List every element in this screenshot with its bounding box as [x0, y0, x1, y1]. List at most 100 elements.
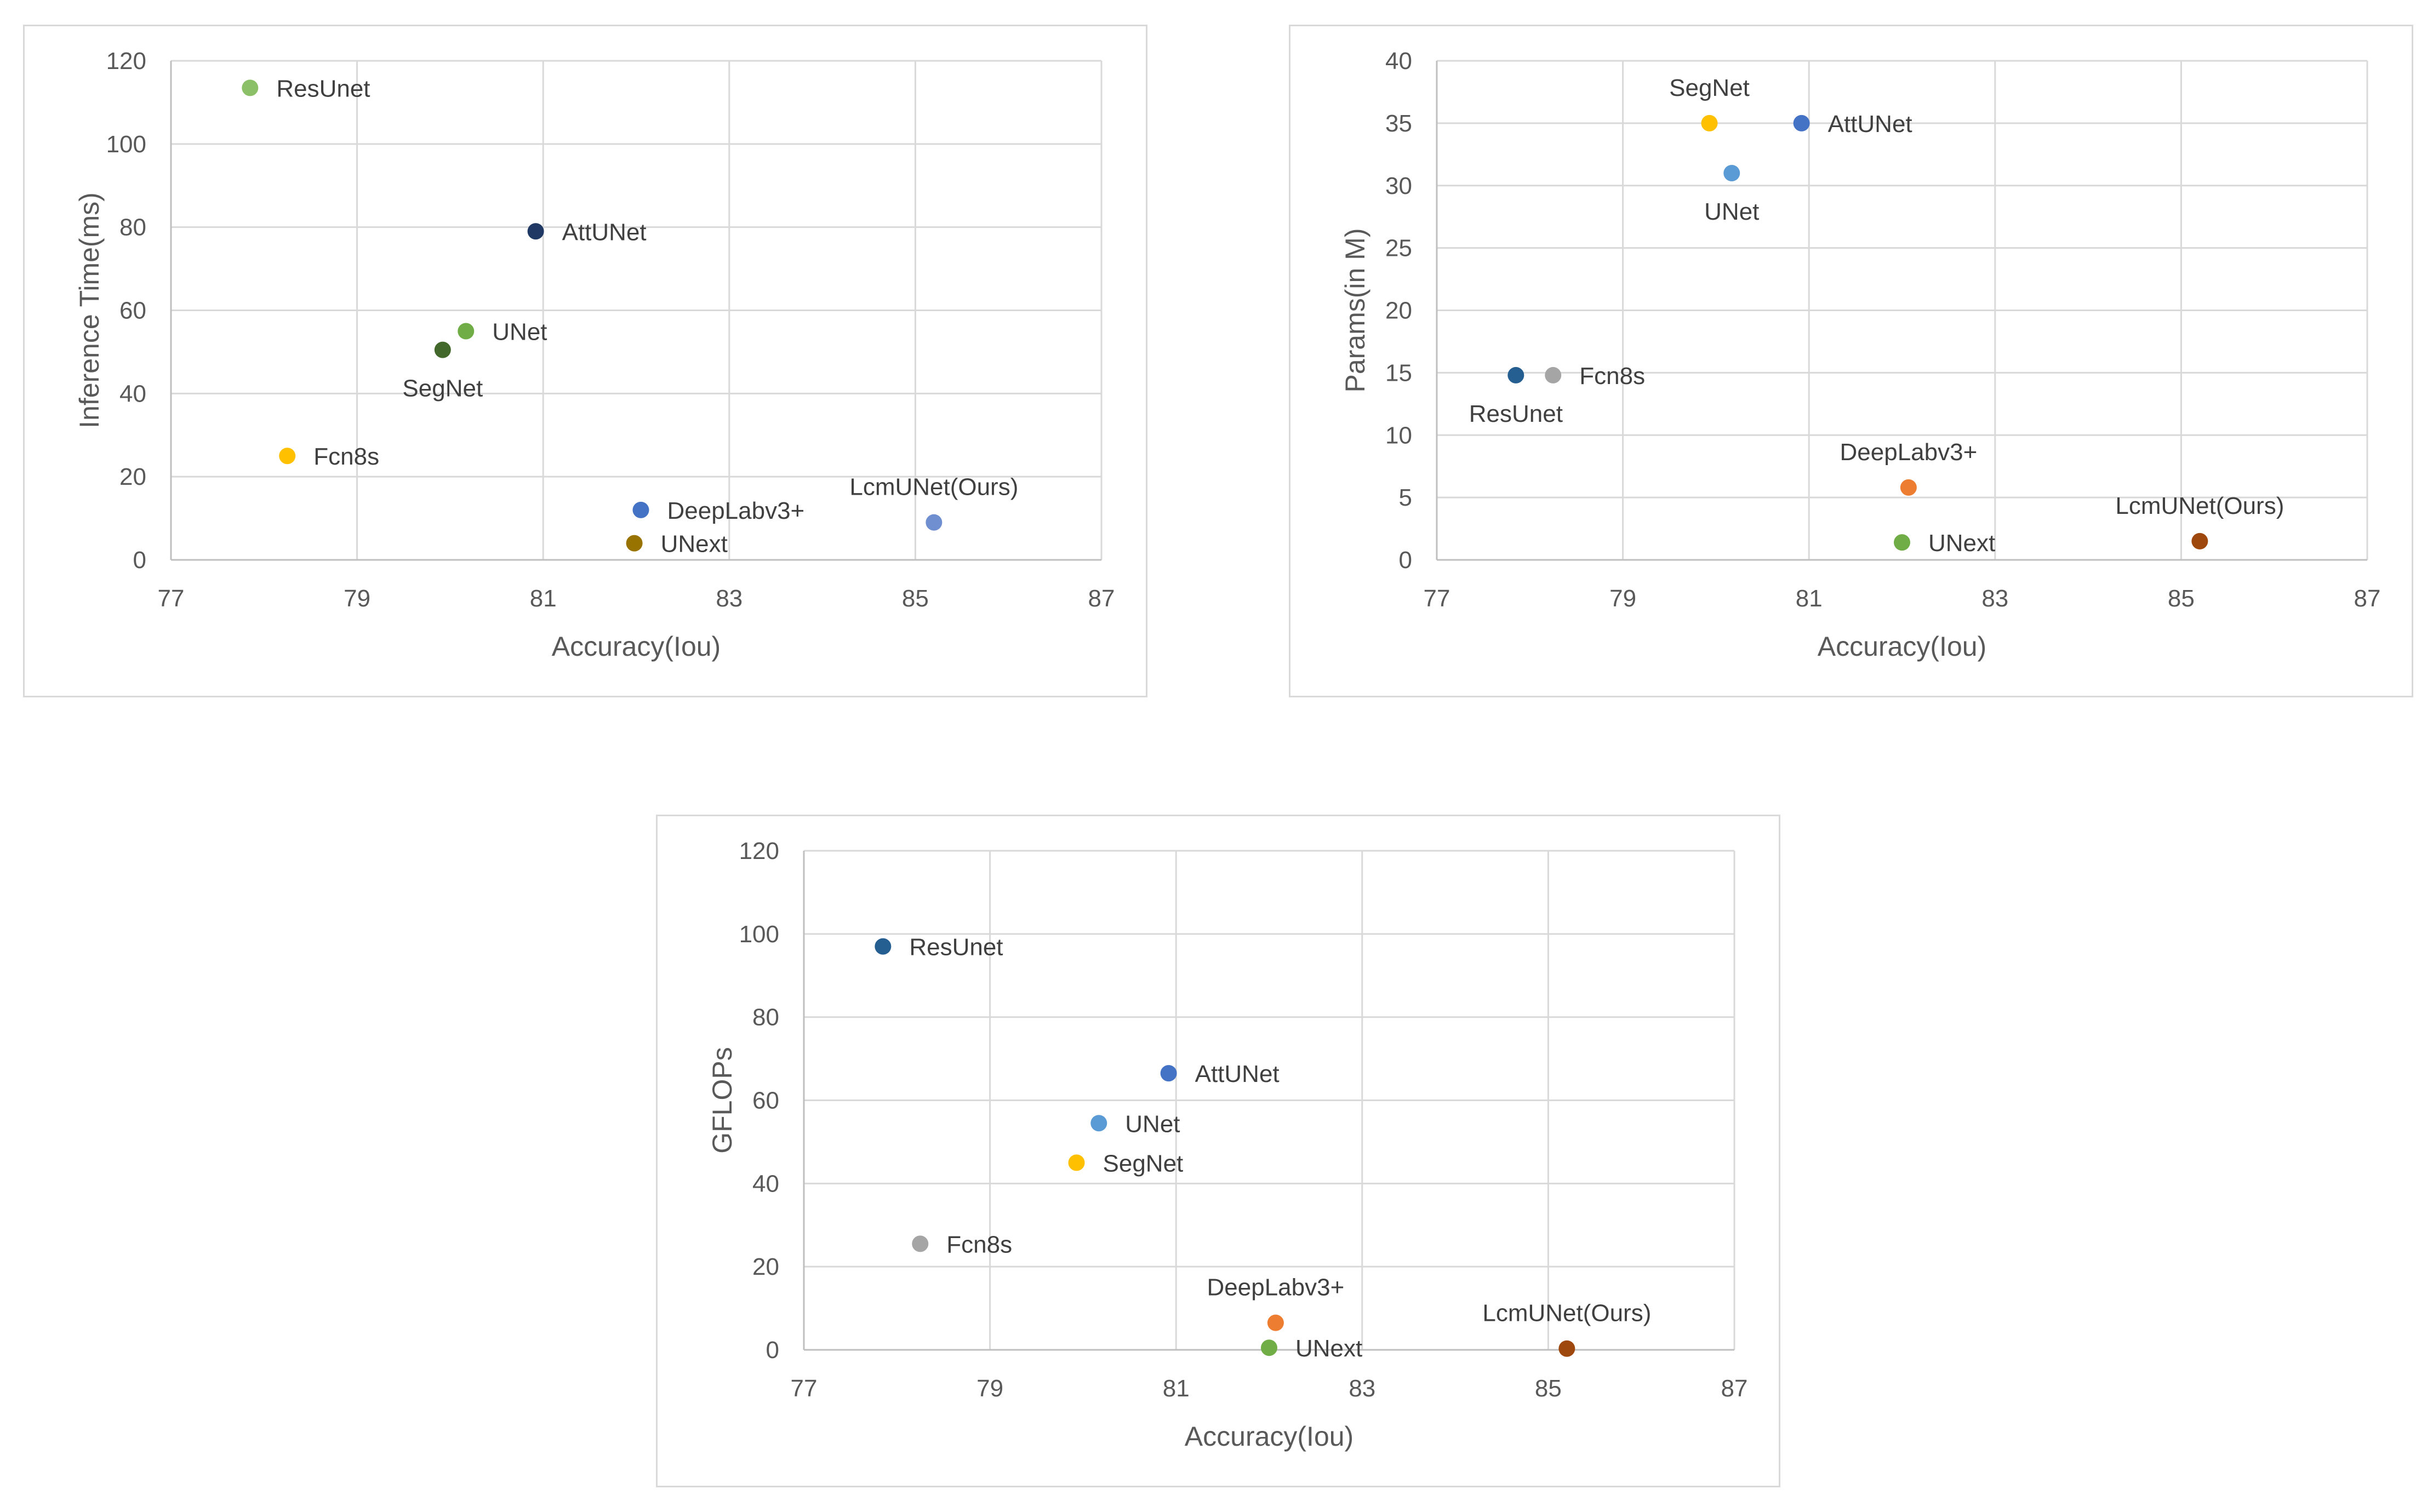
y-axis-title: Params(in M)	[1340, 228, 1370, 392]
x-tick-label: 79	[976, 1375, 1003, 1402]
point-deeplabv3	[1267, 1314, 1284, 1331]
point-deeplabv3	[632, 501, 649, 518]
y-tick-label: 15	[1385, 359, 1412, 386]
point-label-unet: UNet	[492, 318, 547, 345]
point-unet	[458, 323, 475, 340]
y-tick-label: 25	[1385, 235, 1412, 262]
point-fcn8s	[912, 1235, 929, 1252]
x-tick-label: 83	[1349, 1375, 1375, 1402]
y-tick-label: 40	[119, 380, 146, 407]
point-label-segnet: SegNet	[1669, 75, 1750, 101]
x-axis-title: Accuracy(Iou)	[1818, 631, 1986, 662]
point-label-resunet: ResUnet	[1469, 400, 1563, 427]
y-tick-label: 35	[1385, 110, 1412, 137]
x-tick-label: 77	[158, 585, 185, 612]
point-segnet	[434, 341, 451, 358]
point-lcmunet-ours	[926, 514, 943, 531]
point-label-fcn8s: Fcn8s	[1579, 363, 1645, 390]
point-label-unet: UNet	[1704, 198, 1759, 225]
point-deeplabv3	[1900, 479, 1917, 496]
y-tick-label: 120	[739, 838, 779, 864]
point-unet	[1090, 1115, 1107, 1132]
x-tick-label: 85	[902, 585, 929, 612]
y-axis-title: Inference Time(ms)	[74, 192, 105, 428]
x-tick-label: 87	[1721, 1375, 1748, 1402]
point-lcmunet-ours	[2191, 532, 2208, 549]
y-tick-label: 60	[119, 297, 146, 324]
point-unet	[1723, 164, 1740, 181]
y-tick-label: 30	[1385, 173, 1412, 199]
x-tick-label: 81	[1163, 1375, 1190, 1402]
x-axis-title: Accuracy(Iou)	[552, 631, 721, 662]
y-tick-label: 0	[1399, 547, 1412, 574]
point-resunet	[875, 938, 892, 955]
point-attunet	[1160, 1065, 1177, 1082]
x-tick-label: 85	[2168, 585, 2195, 612]
y-tick-label: 40	[1385, 48, 1412, 75]
point-label-unet: UNet	[1125, 1110, 1180, 1137]
params-chart: 77 79 81 83 85 87 0 5 10 15 20 25 30 35 40 Accuracy(Iou…	[1289, 25, 2413, 697]
x-tick-label: 87	[2354, 585, 2381, 612]
x-tick-label: 77	[1424, 585, 1450, 612]
point-label-segnet: SegNet	[1103, 1150, 1184, 1177]
point-attunet	[527, 223, 544, 240]
y-tick-label: 100	[739, 921, 779, 948]
y-tick-label: 10	[1385, 422, 1412, 449]
y-tick-label: 20	[1385, 297, 1412, 324]
point-unext	[626, 535, 643, 552]
point-label-unext: UNext	[1928, 530, 1995, 557]
point-label-resunet: ResUnet	[909, 934, 1003, 961]
y-axis-title: GFLOPs	[707, 1047, 738, 1153]
x-tick-label: 79	[1609, 585, 1636, 612]
point-segnet	[1701, 114, 1718, 131]
point-attunet	[1793, 114, 1810, 131]
point-fcn8s	[1545, 366, 1562, 383]
point-label-deeplabv3: DeepLabv3+	[1207, 1274, 1345, 1301]
x-tick-label: 77	[791, 1375, 818, 1402]
y-tick-label: 120	[106, 48, 146, 75]
point-label-attunet: AttUNet	[562, 219, 647, 245]
point-unext	[1261, 1339, 1277, 1356]
x-tick-label: 79	[344, 585, 370, 612]
point-label-attunet: AttUNet	[1828, 111, 1912, 138]
x-tick-label: 81	[530, 585, 557, 612]
point-resunet	[242, 79, 259, 96]
point-label-unext: UNext	[661, 531, 728, 558]
point-resunet	[1507, 366, 1524, 383]
point-segnet	[1068, 1154, 1085, 1171]
y-tick-label: 5	[1399, 484, 1412, 511]
point-label-attunet: AttUNet	[1195, 1061, 1280, 1087]
point-lcmunet-ours	[1558, 1340, 1575, 1357]
y-tick-label: 60	[752, 1087, 779, 1114]
x-tick-label: 83	[716, 585, 743, 612]
x-tick-label: 87	[1088, 585, 1115, 612]
point-fcn8s	[279, 448, 296, 465]
y-tick-label: 40	[752, 1170, 779, 1197]
point-label-lcmunet-ours: LcmUNet(Ours)	[2115, 492, 2284, 519]
y-tick-label: 20	[119, 463, 146, 490]
x-tick-label: 83	[1981, 585, 2008, 612]
params-plot: 77 79 81 83 85 87 0 5 10 15 20 25 30 35 40 Accuracy(Iou…	[1340, 48, 2381, 662]
point-label-resunet: ResUnet	[276, 75, 370, 102]
y-tick-label: 0	[766, 1337, 779, 1364]
point-label-lcmunet-ours: LcmUNet(Ours)	[1482, 1300, 1651, 1327]
inference-time-chart: 77 79 81 83 85 87 0 20 40 60 80 100 120 Accuracy(Iou)…	[23, 25, 1147, 697]
point-label-deeplabv3: DeepLabv3+	[667, 497, 804, 524]
x-tick-label: 85	[1535, 1375, 1562, 1402]
y-tick-label: 20	[752, 1253, 779, 1280]
x-tick-label: 81	[1796, 585, 1823, 612]
point-label-deeplabv3: DeepLabv3+	[1840, 439, 1978, 466]
y-tick-label: 80	[752, 1004, 779, 1031]
point-label-unext: UNext	[1295, 1335, 1362, 1362]
inference-time-plot: 77 79 81 83 85 87 0 20 40 60 80 100 120 Accuracy(Iou)…	[74, 48, 1115, 662]
point-label-segnet: SegNet	[402, 375, 483, 402]
point-unext	[1894, 534, 1910, 551]
point-label-lcmunet-ours: LcmUNet(Ours)	[849, 474, 1018, 501]
y-tick-label: 80	[119, 214, 146, 241]
y-tick-label: 0	[133, 547, 146, 574]
x-axis-title: Accuracy(Iou)	[1185, 1421, 1353, 1452]
y-tick-label: 100	[106, 131, 146, 158]
point-label-fcn8s: Fcn8s	[946, 1231, 1012, 1258]
gflops-plot: 77 79 81 83 85 87 0 20 40 60 80 100 120 Accuracy(Iou)…	[707, 838, 1748, 1452]
gflops-chart: 77 79 81 83 85 87 0 20 40 60 80 100 120 Accuracy(Iou)…	[656, 815, 1780, 1487]
